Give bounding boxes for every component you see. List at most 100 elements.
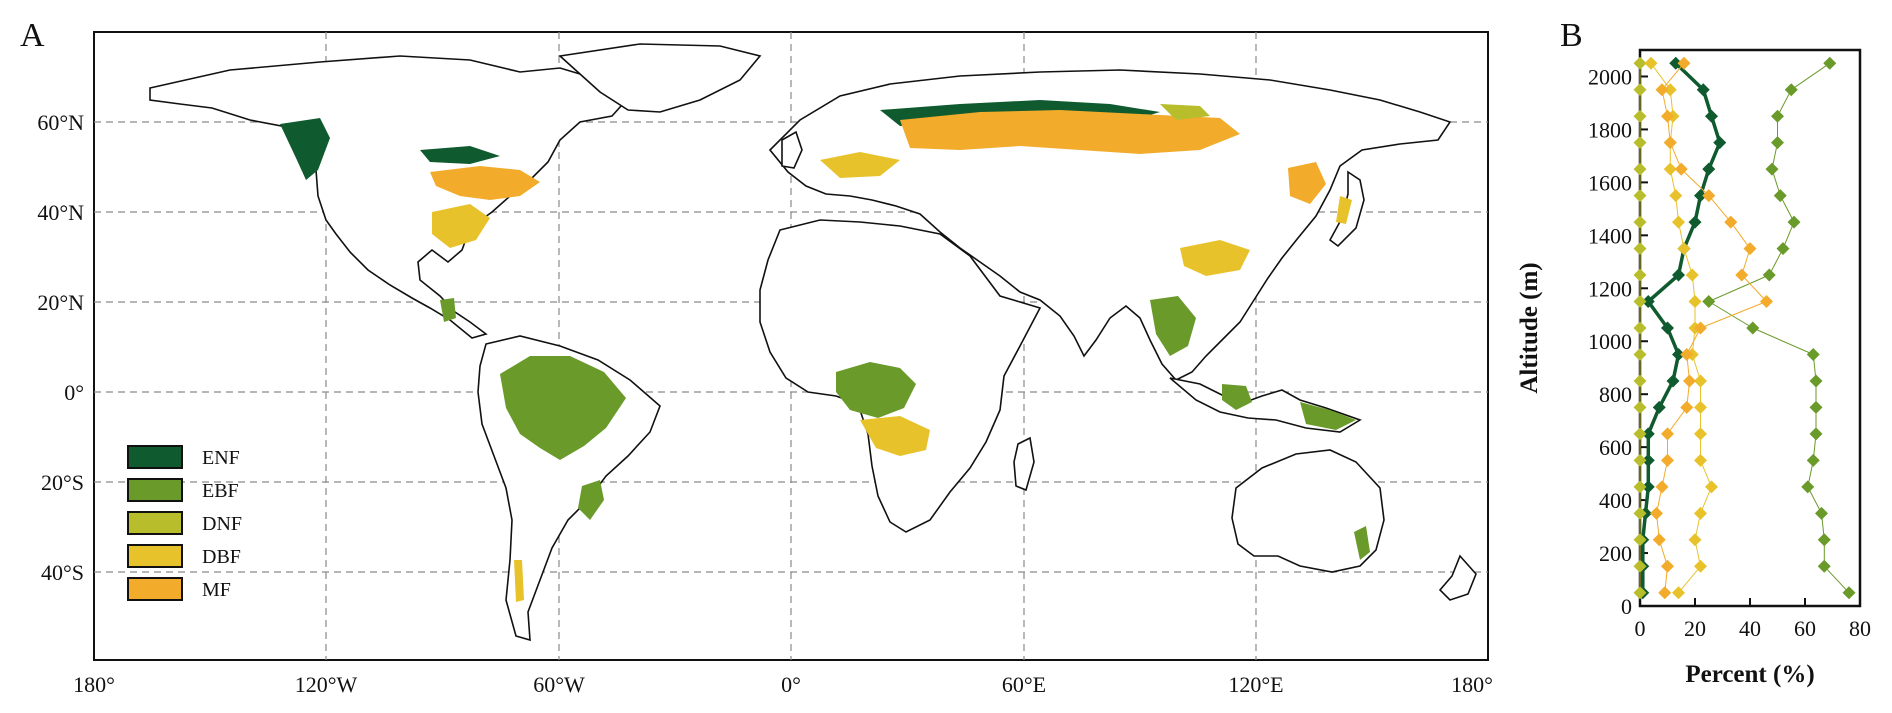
y-tick-label: 200 (1599, 541, 1632, 566)
data-point-dbf (1694, 559, 1707, 573)
x-axis-title: Percent (%) (1685, 661, 1814, 688)
y-tick-label: 400 (1599, 488, 1632, 513)
x-tick-label: 0 (1635, 616, 1646, 641)
data-point-enf (1669, 56, 1683, 70)
data-point-dbf (1694, 506, 1707, 520)
new-zealand-land (1438, 554, 1477, 601)
data-point-enf (1641, 480, 1655, 494)
data-point-dnf (1633, 189, 1647, 203)
data-point-enf (1705, 109, 1718, 123)
data-point-dbf (1688, 295, 1702, 309)
data-point-dbf (1694, 400, 1707, 414)
legend-swatch-mf (127, 577, 183, 601)
data-point-dnf (1633, 295, 1647, 309)
forest-type-map: ENF EBF DNF DBF MF (93, 31, 1489, 661)
forest-us-dbf (432, 204, 490, 248)
data-point-ebf (1702, 295, 1716, 309)
y-tick-label: 0 (1621, 594, 1632, 619)
data-point-ebf (1842, 586, 1856, 600)
forest-canada-enf-2 (420, 146, 500, 164)
data-point-dnf (1633, 400, 1647, 414)
y-tick-label: 1400 (1588, 223, 1632, 248)
forest-manchuria-mf (1288, 162, 1326, 204)
data-point-dnf (1633, 480, 1647, 494)
forest-central-america-ebf (440, 298, 456, 322)
data-point-mf (1760, 295, 1773, 309)
data-point-dbf (1669, 189, 1683, 203)
data-point-dnf (1633, 109, 1647, 123)
legend-swatch-dnf (127, 511, 183, 535)
data-point-ebf (1809, 374, 1823, 388)
forest-cover (280, 100, 1370, 602)
data-point-mf (1677, 56, 1691, 70)
data-point-enf (1641, 295, 1655, 309)
lon-tick-label: 180° (1451, 672, 1493, 697)
forest-china-dbf (1180, 240, 1250, 276)
data-point-dnf (1633, 321, 1647, 335)
forest-chile-dbf (514, 560, 524, 602)
data-point-mf (1683, 374, 1696, 388)
forest-east-na-mf (430, 166, 540, 200)
data-point-dbf (1688, 533, 1702, 547)
data-point-dbf (1663, 83, 1677, 97)
y-tick-label: 800 (1599, 382, 1632, 407)
forest-seasia-ebf (1150, 296, 1196, 356)
lon-tick-label: 0° (781, 672, 801, 697)
data-point-dbf (1694, 374, 1707, 388)
x-tick-label: 40 (1739, 616, 1761, 641)
forest-europe-dbf (820, 152, 900, 178)
data-point-enf (1696, 83, 1710, 97)
data-point-dnf (1633, 215, 1647, 229)
y-tick-label: 2000 (1588, 64, 1632, 89)
data-point-dnf (1633, 347, 1647, 361)
data-point-dnf (1633, 136, 1647, 150)
data-point-dnf (1633, 559, 1647, 573)
data-point-ebf (1809, 427, 1823, 441)
data-point-ebf (1784, 83, 1798, 97)
data-point-mf (1694, 321, 1707, 335)
data-point-dbf (1672, 586, 1685, 600)
legend-label-mf: MF (202, 579, 231, 601)
data-point-dbf (1644, 56, 1658, 70)
data-point-ebf (1787, 215, 1801, 229)
data-point-dnf (1633, 533, 1647, 547)
data-point-dbf (1685, 268, 1699, 282)
australia-land (1231, 449, 1385, 573)
data-point-mf (1724, 215, 1738, 229)
map-legend: ENF EBF DNF DBF MF (127, 445, 242, 601)
map-lon-tick-labels: 180° 120°W 60°W 0° 60°E 120°E 180° (73, 672, 1493, 697)
data-point-dnf (1633, 427, 1647, 441)
panel-a-label: A (20, 17, 45, 54)
forest-africa-dbf (860, 416, 930, 456)
lat-tick-label: 40°N (37, 200, 84, 225)
forest-russia-mf (900, 110, 1240, 154)
legend-label-dnf: DNF (202, 513, 242, 535)
forest-canada-enf (280, 118, 330, 180)
x-tick-label: 60 (1794, 616, 1816, 641)
data-point-dbf (1663, 162, 1677, 176)
data-point-ebf (1806, 453, 1820, 467)
data-point-ebf (1809, 400, 1823, 414)
data-point-dnf (1633, 506, 1647, 520)
forest-siberia-dnf (1160, 104, 1210, 120)
x-tick-label: 20 (1684, 616, 1706, 641)
profile-axes: 0 20 40 60 800200400600800100012001400160018… (1588, 64, 1871, 641)
data-point-dbf (1705, 480, 1718, 494)
lat-tick-label: 40°S (41, 560, 84, 585)
data-point-dnf (1633, 242, 1647, 256)
data-point-enf (1666, 374, 1680, 388)
data-point-enf (1713, 136, 1727, 150)
altitude-profile-chart: 0 20 40 60 800200400600800100012001400160018… (1516, 48, 1871, 688)
forest-indonesia-ebf (1222, 384, 1356, 430)
legend-swatch-ebf (127, 478, 183, 502)
panel-b-label: B (1560, 17, 1583, 54)
data-point-mf (1655, 83, 1669, 97)
data-point-mf (1735, 268, 1749, 282)
data-point-ebf (1773, 189, 1787, 203)
forest-brazil-east-ebf (578, 480, 604, 520)
data-point-enf (1694, 189, 1707, 203)
data-point-dnf (1633, 374, 1647, 388)
forest-japan-dbf (1336, 196, 1352, 224)
data-point-mf (1661, 559, 1674, 573)
lat-tick-label: 60°N (37, 110, 84, 135)
